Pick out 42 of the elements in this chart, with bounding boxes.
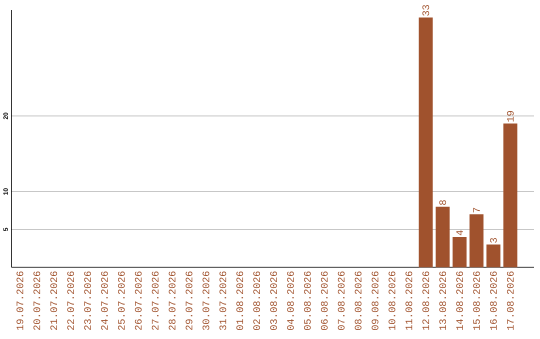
x-tick-label: 30.07.2026	[202, 271, 210, 330]
x-tick-label: 23.07.2026	[84, 271, 91, 330]
x-tick-label: 28.07.2026	[168, 271, 176, 330]
bar	[436, 206, 450, 268]
x-tick-label: 25.07.2026	[118, 271, 125, 330]
x-tick-label: 29.07.2026	[186, 271, 192, 330]
x-tick-label: 03.08.2026	[270, 271, 277, 330]
x-tick-label: 07.08.2026	[338, 271, 345, 330]
data-label: 33	[422, 4, 430, 16]
x-tick-label: 31.07.2026	[219, 271, 226, 330]
data-label: 7	[473, 208, 480, 212]
x-tick-label: 15.08.2026	[473, 271, 480, 330]
data-label: 3	[490, 238, 497, 243]
bar	[503, 123, 518, 268]
x-tick-label: 02.08.2026	[253, 271, 260, 330]
x-tick-label: 12.08.2026	[422, 271, 430, 330]
x-tick-label: 04.08.2026	[287, 271, 294, 330]
x-tick-label: 24.07.2026	[101, 271, 108, 330]
x-tick-label: 13.08.2026	[439, 271, 446, 330]
bar	[418, 18, 433, 268]
x-tick-label: 22.07.2026	[67, 271, 74, 330]
x-tick-label: 09.08.2026	[372, 271, 378, 330]
x-tick-label: 14.08.2026	[456, 271, 463, 330]
x-tick-label: 17.08.2026	[506, 271, 514, 330]
data-label: 19	[506, 110, 514, 122]
x-tick-label: 10.08.2026	[388, 271, 396, 330]
x-tick-label: 06.08.2026	[320, 271, 328, 330]
x-tick-label: 19.07.2026	[16, 271, 24, 330]
x-tick-label: 21.07.2026	[50, 271, 58, 330]
x-tick-label: 16.08.2026	[490, 271, 497, 330]
x-tick-label: 26.07.2026	[134, 271, 142, 330]
x-tick-label: 08.08.2026	[354, 271, 362, 330]
data-label: 4	[456, 230, 463, 236]
x-tick-label: 05.08.2026	[304, 271, 311, 330]
data-label: 8	[439, 200, 446, 205]
x-tick-label: 27.07.2026	[152, 271, 159, 330]
bar	[452, 236, 467, 268]
x-tick-label: 01.08.2026	[236, 271, 244, 330]
x-tick-label: 11.08.2026	[405, 271, 412, 330]
bar	[486, 244, 500, 268]
bar	[470, 214, 484, 268]
x-tick-label: 20.07.2026	[33, 271, 40, 330]
